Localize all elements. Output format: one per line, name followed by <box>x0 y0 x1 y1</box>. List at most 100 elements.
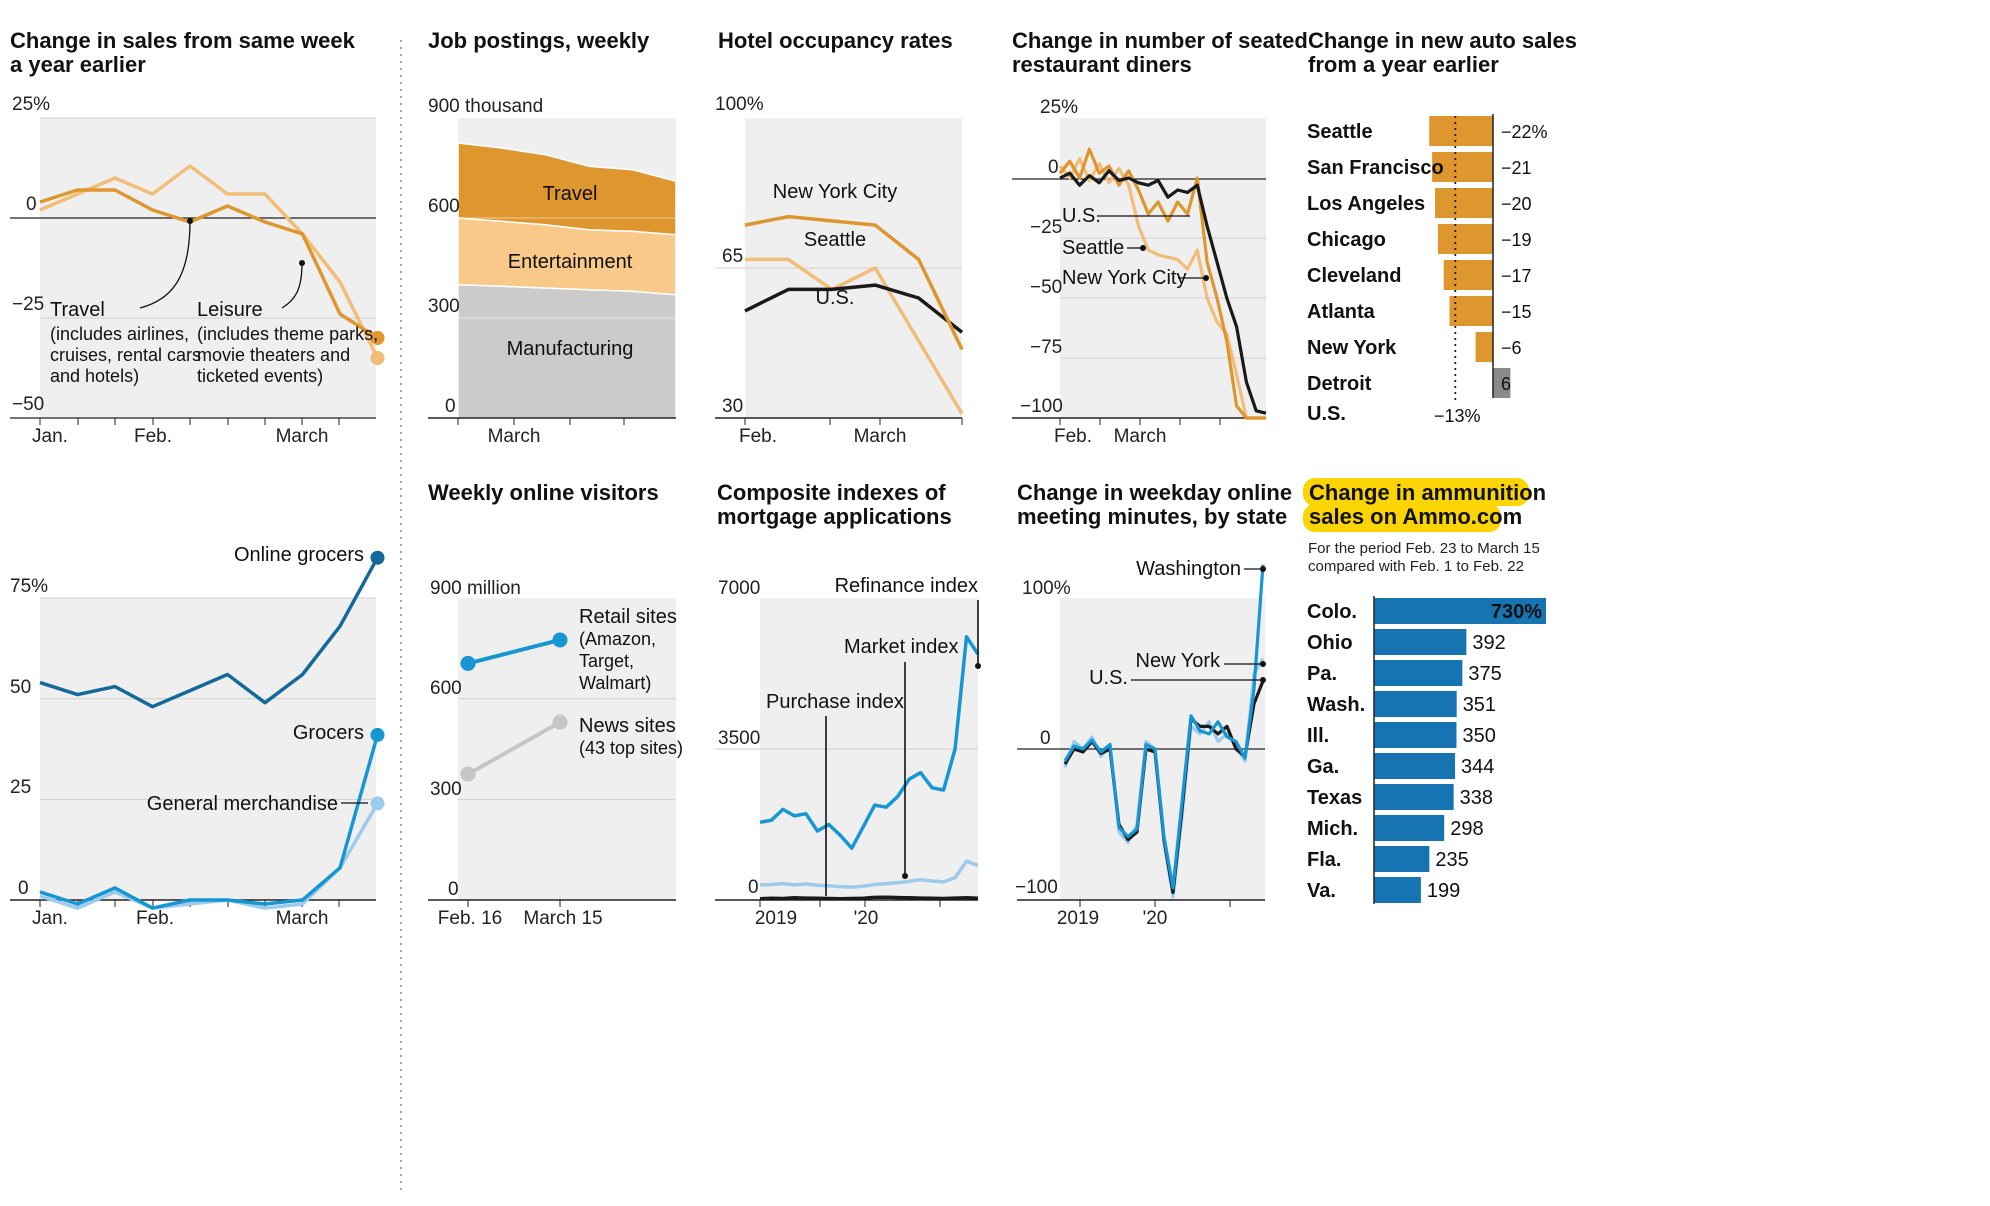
x-tick-label: March <box>276 426 329 447</box>
bar-category-label: Detroit <box>1307 373 1372 395</box>
chart-title-line: restaurant diners <box>1012 52 1192 77</box>
bar-value-label: −20 <box>1501 194 1532 214</box>
bar-category-label: Atlanta <box>1307 301 1376 323</box>
annotation-text: and hotels) <box>50 366 139 386</box>
bar-category-label: Chicago <box>1307 229 1386 251</box>
y-tick-label: 0 <box>26 194 37 215</box>
chart-title: Change in weekday online meeting minutes,… <box>1017 480 1292 529</box>
y-tick-label: 0 <box>445 396 456 417</box>
series-end-dot <box>370 550 385 565</box>
bar-value-label: 730% <box>1491 601 1542 623</box>
y-tick-label: 65 <box>722 246 743 267</box>
y-tick-label: −100 <box>1015 877 1058 898</box>
y-tick-label: −50 <box>1030 277 1062 298</box>
reference-value: −13% <box>1434 406 1481 426</box>
series-line <box>467 637 561 666</box>
series-line <box>1058 157 1266 420</box>
bar <box>1374 784 1454 810</box>
annotation-text: (includes airlines, <box>50 324 189 344</box>
series-end-dot <box>370 796 385 811</box>
y-tick-label: 25% <box>12 94 50 115</box>
series-label: New York City <box>773 181 898 203</box>
leader-dot <box>299 260 305 266</box>
series-label: Grocers <box>293 722 364 744</box>
bar-value-label: 375 <box>1468 663 1501 685</box>
auto-sales-chart: Change in new auto sales from a year earl… <box>1307 28 1577 426</box>
series-line <box>759 895 979 901</box>
leader-dot <box>1260 661 1266 667</box>
y-tick-label: 300 <box>430 779 462 800</box>
chart-title: Change in sales from same week a year ear… <box>10 28 356 77</box>
chart-title-line: sales on Ammo.com <box>1309 504 1522 529</box>
online-visitors-chart: Weekly online visitors 900 million 600 300 0… <box>428 480 683 929</box>
x-tick-label: Feb. <box>1054 426 1092 447</box>
series-label: U.S. <box>816 287 855 309</box>
series-end-dot <box>370 351 385 365</box>
leader-dot <box>1260 566 1266 572</box>
chart-title-line: a year earlier <box>10 52 146 77</box>
series-label: Market index <box>844 636 959 658</box>
y-tick-label: 75% <box>10 576 48 597</box>
hotel-occupancy-chart: Hotel occupancy rates 100% 65 30 Feb. March Ne… <box>715 28 964 447</box>
chart-title-line: Change in weekday online <box>1017 480 1292 505</box>
y-tick-label: 600 <box>430 678 462 699</box>
bar-category-label: Mich. <box>1307 818 1358 840</box>
chart-title-line: Change in ammunition <box>1309 480 1546 505</box>
y-tick-label: −25 <box>1030 217 1062 238</box>
y-tick-label: 30 <box>722 396 743 417</box>
bar-category-label: San Francisco <box>1307 157 1444 179</box>
bar-category-label: Seattle <box>1307 121 1373 143</box>
series-label: New York <box>1136 650 1221 672</box>
series-line-leisure <box>39 164 380 359</box>
y-tick-label: 900 million <box>430 578 521 599</box>
series-line-travel <box>39 188 379 340</box>
bar-value-label: 199 <box>1427 880 1460 902</box>
bar-value-label: 351 <box>1463 694 1496 716</box>
leader-dot <box>1140 245 1146 251</box>
bar <box>1374 691 1457 717</box>
bar <box>1374 815 1445 841</box>
restaurant-diners-chart: Change in number of seated restaurant din… <box>1012 28 1308 447</box>
area-band-travel <box>457 142 677 236</box>
series-label: Online grocers <box>234 544 364 566</box>
series-line <box>467 720 561 776</box>
bar-value-label: −15 <box>1501 302 1532 322</box>
y-tick-label: 50 <box>10 677 31 698</box>
series-line <box>1063 564 1265 890</box>
chart-subtitle: For the period Feb. 23 to March 15 <box>1308 540 1540 557</box>
x-tick-label: March <box>488 426 541 447</box>
data-point <box>460 655 476 671</box>
x-tick-label: March <box>276 908 329 929</box>
series-label: Seattle <box>804 229 866 251</box>
y-tick-label: 0 <box>748 877 759 898</box>
x-tick-label: '20 <box>1143 908 1168 929</box>
series-label: U.S. <box>1062 205 1101 227</box>
x-tick-label: March 15 <box>523 908 602 929</box>
annotation-title: Travel <box>50 299 105 321</box>
bar <box>1374 660 1463 686</box>
plot-background <box>458 598 676 900</box>
y-tick-label: 7000 <box>718 578 760 599</box>
bar-category-label: Ill. <box>1307 725 1329 747</box>
bar <box>1432 152 1493 182</box>
series-line <box>745 257 964 415</box>
leader-dot <box>187 218 193 224</box>
chart-title-line: Change in sales from same week <box>10 28 356 53</box>
series-end-dot <box>370 331 385 345</box>
chart-title-line: from a year earlier <box>1308 52 1499 77</box>
y-tick-label: −75 <box>1030 337 1062 358</box>
y-tick-label: 100% <box>1022 578 1071 599</box>
series-label: Retail sites <box>579 606 677 628</box>
series-end-dot <box>370 727 385 742</box>
x-tick-label: March <box>854 426 907 447</box>
annotation-text: ticketed events) <box>197 366 323 386</box>
bar-value-label: 392 <box>1472 632 1505 654</box>
mortgage-chart: Composite indexes of mortgage application… <box>715 480 981 929</box>
y-tick-label: 600 <box>428 196 460 217</box>
bar-value-label: 344 <box>1461 756 1494 778</box>
chart-title: Composite indexes of mortgage application… <box>717 480 952 529</box>
bar-value-label: 6 <box>1501 374 1511 394</box>
bar-value-label: −6 <box>1501 338 1522 358</box>
leader-line <box>281 262 303 309</box>
